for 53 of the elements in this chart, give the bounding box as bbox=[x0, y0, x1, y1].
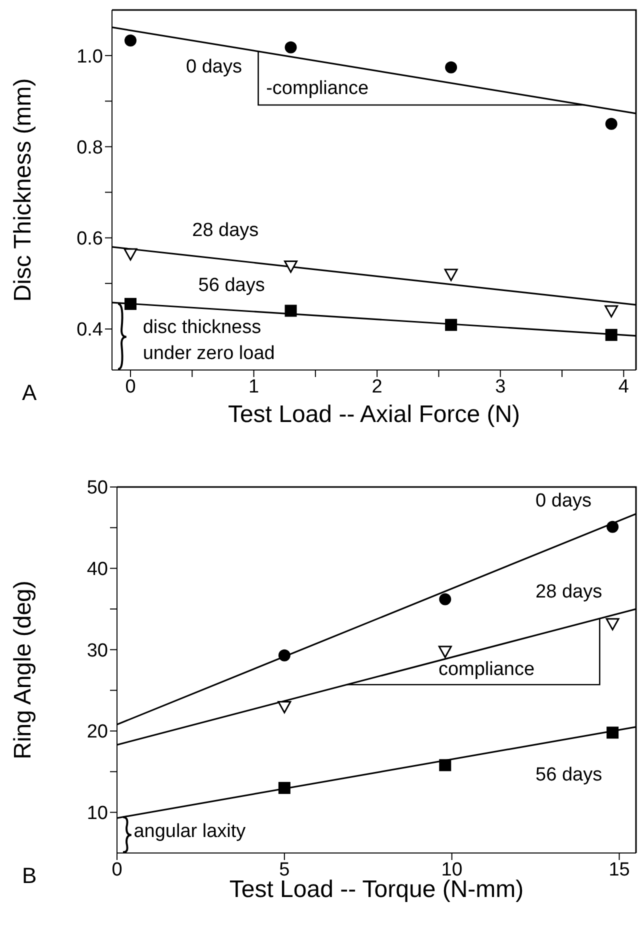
x-tick-label: 15 bbox=[608, 859, 630, 880]
y-tick-label: 40 bbox=[86, 559, 108, 580]
point bbox=[606, 520, 619, 533]
point bbox=[278, 701, 292, 714]
point bbox=[605, 328, 618, 341]
annotation: 56 days bbox=[536, 764, 602, 786]
annotation: 0 days bbox=[186, 56, 242, 78]
point bbox=[439, 759, 452, 772]
point bbox=[284, 304, 297, 317]
x-tick-label: 2 bbox=[372, 376, 382, 398]
point bbox=[278, 649, 290, 662]
y-tick-label: 50 bbox=[86, 478, 108, 499]
annotation: 0 days bbox=[536, 490, 592, 512]
y-tick-label: 10 bbox=[86, 803, 108, 824]
y-tick-label: 1.0 bbox=[76, 46, 103, 68]
y-tick-label: 0.4 bbox=[76, 320, 104, 341]
y-tick-label: 20 bbox=[86, 722, 108, 743]
y-axis-title: Disc Thickness (mm) bbox=[10, 78, 37, 302]
annotation: under zero load bbox=[142, 343, 275, 364]
point bbox=[605, 118, 618, 130]
point bbox=[284, 41, 297, 54]
point bbox=[445, 61, 458, 74]
annotation: 56 days bbox=[198, 275, 265, 296]
point bbox=[439, 593, 452, 606]
point bbox=[606, 618, 620, 630]
point bbox=[124, 298, 136, 310]
y-tick-label: 0.6 bbox=[76, 228, 103, 250]
annotation: disc thickness bbox=[142, 317, 262, 338]
x-tick-label: 0 bbox=[112, 859, 122, 880]
x-tick-label: 4 bbox=[618, 376, 630, 398]
point bbox=[444, 268, 458, 282]
x-tick-label: 0 bbox=[125, 376, 136, 398]
y-tick-label: 30 bbox=[86, 640, 108, 662]
annotation: 28 days bbox=[192, 220, 259, 242]
x-tick-label: 3 bbox=[495, 376, 506, 398]
point bbox=[124, 34, 136, 47]
annotation: 28 days bbox=[536, 582, 602, 603]
x-tick-label: 1 bbox=[248, 376, 260, 398]
point bbox=[445, 318, 458, 331]
annotation: -compliance bbox=[266, 78, 369, 99]
point bbox=[278, 782, 290, 794]
text: B bbox=[22, 863, 37, 888]
point bbox=[284, 260, 298, 273]
point bbox=[124, 248, 138, 261]
x-axis-title: Test Load -- Axial Force (N) bbox=[228, 401, 520, 428]
text: A bbox=[22, 380, 37, 405]
point bbox=[604, 305, 618, 318]
point bbox=[438, 646, 452, 658]
annotation: angular laxity bbox=[134, 820, 246, 842]
y-tick-label: 0.8 bbox=[76, 137, 103, 158]
y-axis-title: Ring Angle (deg) bbox=[10, 580, 37, 760]
point bbox=[606, 726, 619, 739]
annotation: compliance bbox=[438, 659, 535, 680]
